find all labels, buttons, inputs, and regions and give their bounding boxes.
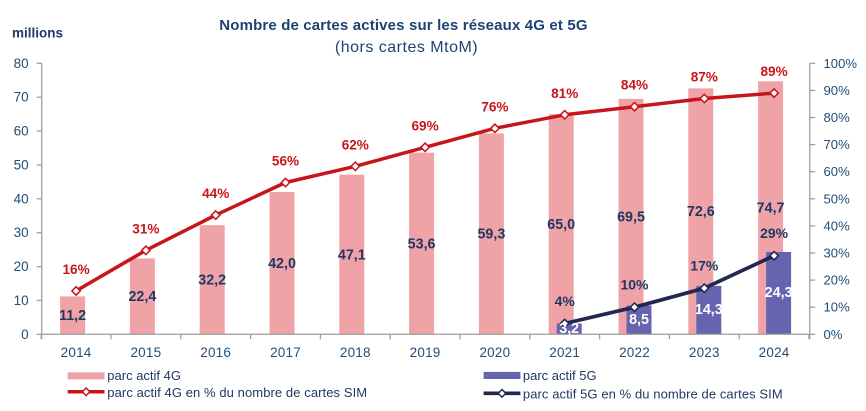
svg-text:4%: 4% [555,293,576,309]
svg-text:40: 40 [14,191,29,206]
svg-text:80%: 80% [824,110,851,125]
svg-text:17%: 17% [690,258,719,274]
svg-text:10%: 10% [824,300,851,315]
svg-text:24,3: 24,3 [765,285,793,301]
svg-text:29%: 29% [760,225,789,241]
svg-text:2018: 2018 [340,345,371,360]
svg-text:8,5: 8,5 [629,312,649,328]
svg-text:parc actif 4G en % du nombre d: parc actif 4G en % du nombre de cartes S… [107,385,367,400]
svg-text:3,2: 3,2 [559,321,579,337]
svg-text:(hors cartes MtoM): (hors cartes MtoM) [335,39,478,56]
svg-text:74,7: 74,7 [757,201,785,217]
svg-text:10: 10 [14,293,29,308]
svg-text:2024: 2024 [759,345,790,360]
svg-text:70: 70 [14,90,29,105]
svg-text:14,3: 14,3 [695,302,723,318]
svg-text:30%: 30% [824,246,851,261]
svg-text:2017: 2017 [270,345,301,360]
svg-text:2019: 2019 [410,345,441,360]
svg-text:56%: 56% [272,154,299,169]
svg-text:76%: 76% [481,99,508,114]
svg-text:31%: 31% [132,221,159,236]
svg-text:22,4: 22,4 [128,289,156,305]
svg-text:2023: 2023 [689,345,720,360]
svg-text:32,2: 32,2 [198,273,226,289]
svg-text:47,1: 47,1 [338,247,366,263]
svg-text:53,6: 53,6 [408,236,436,252]
svg-text:87%: 87% [691,70,718,85]
svg-text:0%: 0% [824,327,843,342]
svg-text:11,2: 11,2 [59,308,86,324]
svg-text:40%: 40% [824,218,851,233]
svg-text:16%: 16% [62,262,89,277]
svg-text:90%: 90% [824,83,851,98]
svg-text:millions: millions [12,26,63,41]
svg-text:0: 0 [21,327,29,342]
svg-text:59,3: 59,3 [477,227,505,243]
svg-text:80: 80 [14,56,29,71]
svg-text:60%: 60% [824,164,851,179]
svg-text:2022: 2022 [619,345,650,360]
svg-text:60: 60 [14,124,29,139]
svg-text:81%: 81% [551,86,578,101]
svg-text:70%: 70% [824,137,851,152]
svg-text:2016: 2016 [200,345,231,360]
svg-text:parc actif 5G: parc actif 5G [523,368,597,383]
svg-text:2020: 2020 [479,345,510,360]
svg-text:89%: 89% [760,64,787,79]
svg-text:10%: 10% [620,277,649,293]
svg-text:44%: 44% [202,186,229,201]
svg-text:62%: 62% [342,137,369,152]
svg-text:30: 30 [14,225,29,240]
svg-text:72,6: 72,6 [687,204,715,220]
svg-text:2014: 2014 [61,345,92,360]
svg-text:42,0: 42,0 [268,256,296,272]
svg-text:parc actif 5G en % du nombre d: parc actif 5G en % du nombre de cartes S… [523,386,783,401]
svg-text:parc actif 4G: parc actif 4G [107,368,181,383]
svg-text:65,0: 65,0 [547,217,575,233]
svg-text:69%: 69% [411,118,438,133]
svg-text:100%: 100% [824,56,858,71]
svg-text:50: 50 [14,157,29,172]
svg-text:69,5: 69,5 [617,209,645,225]
svg-text:84%: 84% [621,78,648,93]
svg-text:20: 20 [14,259,29,274]
svg-text:Nombre de cartes actives sur l: Nombre de cartes actives sur les réseaux… [219,17,587,34]
svg-text:20%: 20% [824,273,851,288]
svg-text:2015: 2015 [130,345,161,360]
svg-text:2021: 2021 [549,345,580,360]
svg-text:50%: 50% [824,191,851,206]
